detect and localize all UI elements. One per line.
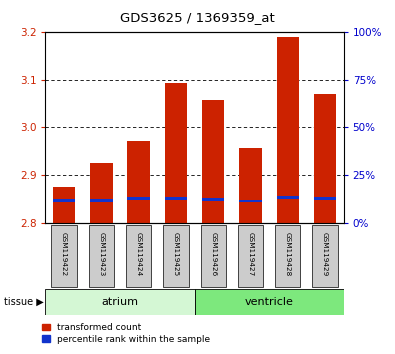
- Bar: [276, 37, 299, 223]
- Bar: [128, 141, 150, 223]
- Bar: [202, 100, 224, 223]
- Bar: [128, 197, 150, 200]
- Text: atrium: atrium: [102, 297, 139, 307]
- Bar: [88, 225, 114, 287]
- Bar: [312, 225, 338, 287]
- Bar: [45, 289, 194, 315]
- Bar: [126, 225, 151, 287]
- Bar: [163, 225, 188, 287]
- Text: GSM119426: GSM119426: [210, 232, 216, 277]
- Bar: [51, 225, 77, 287]
- Text: GSM119424: GSM119424: [135, 232, 142, 277]
- Bar: [314, 94, 336, 223]
- Text: GDS3625 / 1369359_at: GDS3625 / 1369359_at: [120, 11, 275, 24]
- Bar: [53, 187, 75, 223]
- Bar: [53, 199, 75, 202]
- Bar: [201, 225, 226, 287]
- Bar: [276, 196, 299, 199]
- Bar: [90, 199, 113, 202]
- Bar: [239, 148, 261, 223]
- Text: ventricle: ventricle: [245, 297, 293, 307]
- Text: GSM119425: GSM119425: [173, 232, 179, 277]
- Legend: transformed count, percentile rank within the sample: transformed count, percentile rank withi…: [42, 323, 211, 344]
- Bar: [239, 200, 261, 202]
- Text: GSM119423: GSM119423: [98, 232, 104, 277]
- Text: GSM119429: GSM119429: [322, 232, 328, 277]
- Bar: [194, 289, 344, 315]
- Bar: [202, 198, 224, 201]
- Bar: [238, 225, 263, 287]
- Text: GSM119422: GSM119422: [61, 232, 67, 277]
- Text: tissue ▶: tissue ▶: [4, 297, 44, 307]
- Bar: [90, 163, 113, 223]
- Bar: [165, 197, 187, 200]
- Bar: [165, 83, 187, 223]
- Bar: [314, 197, 336, 200]
- Text: GSM119427: GSM119427: [247, 232, 254, 277]
- Bar: [275, 225, 301, 287]
- Text: GSM119428: GSM119428: [285, 232, 291, 277]
